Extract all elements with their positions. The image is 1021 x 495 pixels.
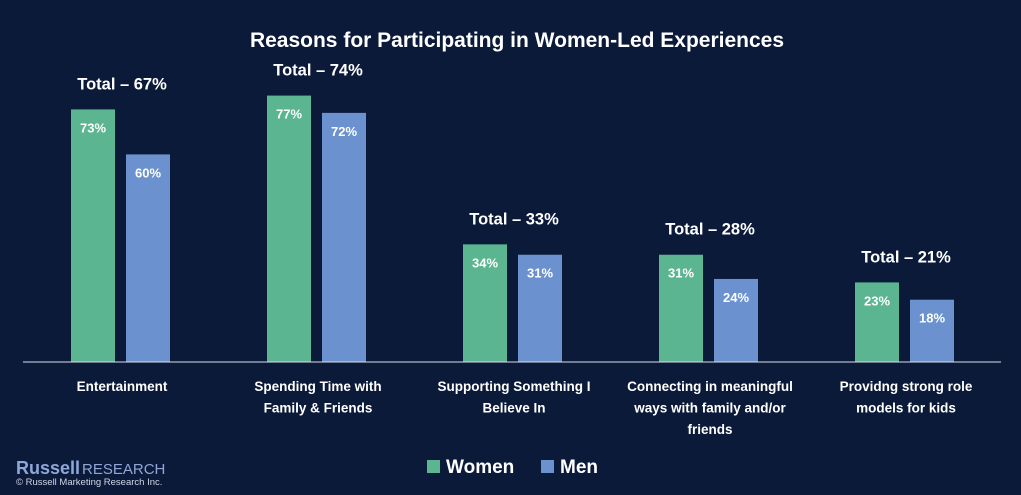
category-labels: Entertainment Spending Time with Family & … [77, 379, 973, 437]
bar-label-men-3: 31% [527, 266, 553, 281]
brand-name: Russell RESEARCH [16, 458, 165, 478]
bar-label-women-4: 31% [668, 266, 694, 281]
bar-label-women-5: 23% [864, 293, 890, 308]
total-label-2: Total – 74% [273, 62, 363, 80]
bar-label-men-4: 24% [723, 290, 749, 305]
category-label-3: Supporting Something I Believe In [438, 379, 591, 416]
bars-group: 73% 60% Total – 67% 77% 72% Total – 74% 34% 31%… [71, 62, 954, 362]
bar-label-women-2: 77% [276, 107, 302, 122]
brand-logo: Russell RESEARCH © Russell Marketing Rese… [16, 458, 165, 488]
bar-label-women-3: 34% [472, 255, 498, 270]
bar-chart: Reasons for Participating in Women-Led E… [0, 0, 1021, 495]
bar-label-men-1: 60% [135, 165, 161, 180]
total-label-1: Total – 67% [77, 75, 167, 93]
category-label-1: Entertainment [77, 379, 168, 394]
total-label-5: Total – 21% [861, 248, 951, 266]
bar-label-men-2: 72% [331, 124, 357, 139]
legend-swatch-men [541, 460, 554, 473]
legend-swatch-women [427, 460, 440, 473]
category-label-5: Providng strong role models for kids [840, 379, 973, 416]
copyright-text: © Russell Marketing Research Inc. [16, 477, 162, 488]
legend-label-women: Women [446, 457, 514, 478]
chart-container: Reasons for Participating in Women-Led E… [0, 0, 1021, 495]
bar-men-1 [126, 154, 170, 362]
total-label-3: Total – 33% [469, 210, 559, 228]
category-label-2: Spending Time with Family & Friends [254, 379, 381, 416]
bar-men-2 [322, 113, 366, 362]
bar-label-women-1: 73% [80, 120, 106, 135]
legend-label-men: Men [560, 457, 598, 478]
chart-title: Reasons for Participating in Women-Led E… [250, 29, 784, 52]
category-label-4: Connecting in meaningful ways with family… [627, 379, 793, 437]
legend: Women Men [427, 457, 598, 478]
bar-women-1 [71, 109, 115, 362]
total-label-4: Total – 28% [665, 221, 755, 239]
brand-name-bold: Russell [16, 458, 80, 478]
bar-label-men-5: 18% [919, 311, 945, 326]
bar-men-5 [910, 300, 954, 362]
brand-name-light: RESEARCH [82, 461, 165, 478]
bar-women-2 [267, 96, 311, 362]
